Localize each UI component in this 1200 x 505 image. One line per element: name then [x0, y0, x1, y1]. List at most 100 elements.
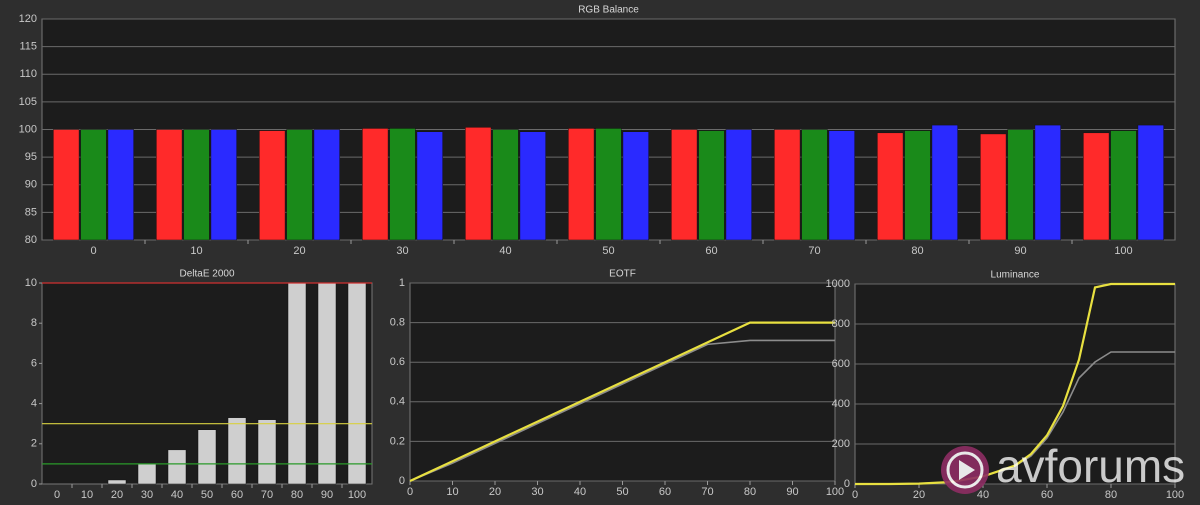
bar [980, 133, 1007, 241]
x-tick-label: 30 [141, 489, 153, 501]
bar [257, 419, 277, 485]
bar [774, 129, 801, 241]
x-tick-label: 100 [1114, 245, 1132, 257]
bar [1034, 124, 1061, 241]
x-tick-label: 20 [489, 486, 501, 498]
chart-title: EOTF [609, 269, 636, 280]
y-tick-label: 80 [25, 234, 37, 246]
logo-ring [946, 451, 984, 489]
x-tick-label: 90 [1014, 245, 1026, 257]
bar [568, 128, 595, 241]
x-tick-label: 10 [81, 489, 93, 501]
bar [389, 128, 416, 241]
series-line [855, 282, 1175, 486]
y-tick-label: 95 [25, 151, 37, 163]
watermark-logo: avforums [941, 440, 1185, 494]
bar [167, 449, 187, 485]
y-tick-label: 0.4 [390, 396, 405, 408]
x-tick-label: 40 [499, 245, 511, 257]
x-tick-label: 40 [977, 489, 989, 501]
bar [1110, 130, 1137, 241]
y-tick-label: 105 [19, 96, 37, 108]
bar [725, 129, 752, 241]
bar [698, 130, 725, 241]
x-tick-label: 70 [808, 245, 820, 257]
y-tick-label: 1000 [826, 278, 850, 290]
chart-title: DeltaE 2000 [179, 269, 234, 280]
y-tick-label: 0.8 [390, 317, 405, 329]
y-tick-label: 10 [25, 277, 37, 289]
y-tick-label: 0 [399, 475, 405, 487]
y-tick-label: 8 [31, 317, 37, 329]
y-tick-label: 6 [31, 357, 37, 369]
y-tick-label: 1 [399, 277, 405, 289]
y-tick-label: 110 [19, 68, 37, 80]
bar [671, 129, 698, 241]
y-tick-label: 600 [832, 358, 850, 370]
y-tick-label: 85 [25, 206, 37, 218]
y-tick-label: 0 [31, 478, 37, 490]
y-tick-label: 100 [19, 123, 37, 135]
x-tick-label: 10 [190, 245, 202, 257]
y-tick-label: 800 [832, 318, 850, 330]
series-line [409, 339, 835, 482]
bar [595, 128, 622, 241]
bar [183, 129, 210, 241]
bar [313, 129, 340, 241]
x-tick-label: 60 [1041, 489, 1053, 501]
bar [828, 130, 855, 241]
x-tick-label: 50 [201, 489, 213, 501]
bar [197, 429, 217, 485]
x-tick-label: 80 [291, 489, 303, 501]
x-tick-label: 60 [659, 486, 671, 498]
x-tick-label: 40 [574, 486, 586, 498]
x-tick-label: 30 [531, 486, 543, 498]
y-tick-label: 4 [31, 398, 37, 410]
x-tick-label: 0 [54, 489, 60, 501]
series-line [409, 321, 835, 482]
chart-title: RGB Balance [578, 5, 639, 16]
bar [519, 131, 546, 241]
x-tick-label: 0 [852, 489, 858, 501]
x-tick-label: 100 [1166, 489, 1184, 501]
x-tick-label: 70 [261, 489, 273, 501]
bar [622, 131, 649, 241]
y-tick-label: 120 [19, 13, 37, 25]
x-tick-label: 30 [396, 245, 408, 257]
bar [492, 129, 519, 241]
bar [904, 130, 931, 241]
plot-area [854, 283, 1176, 485]
bar [416, 131, 443, 241]
bar [1007, 129, 1034, 241]
bar [877, 132, 904, 241]
y-tick-label: 0.6 [390, 356, 405, 368]
x-tick-label: 90 [321, 489, 333, 501]
bar [259, 130, 286, 241]
x-tick-label: 80 [1105, 489, 1117, 501]
watermark-text: avforums [996, 440, 1185, 492]
x-tick-label: 90 [786, 486, 798, 498]
y-tick-label: 200 [832, 438, 850, 450]
x-tick-label: 70 [701, 486, 713, 498]
bar [107, 479, 127, 485]
x-tick-label: 20 [913, 489, 925, 501]
x-tick-label: 50 [616, 486, 628, 498]
y-tick-label: 115 [19, 41, 37, 53]
x-tick-label: 10 [446, 486, 458, 498]
bar [931, 124, 958, 241]
y-tick-label: 0 [844, 478, 850, 490]
bar [286, 129, 313, 241]
x-tick-label: 80 [744, 486, 756, 498]
y-tick-label: 0.2 [390, 435, 405, 447]
bar [107, 129, 134, 241]
x-tick-label: 50 [602, 245, 614, 257]
bar [80, 129, 107, 241]
bar [53, 129, 80, 241]
x-tick-label: 0 [407, 486, 413, 498]
x-tick-label: 40 [171, 489, 183, 501]
bar [1137, 124, 1164, 241]
bar [210, 129, 237, 241]
bar [801, 129, 828, 241]
